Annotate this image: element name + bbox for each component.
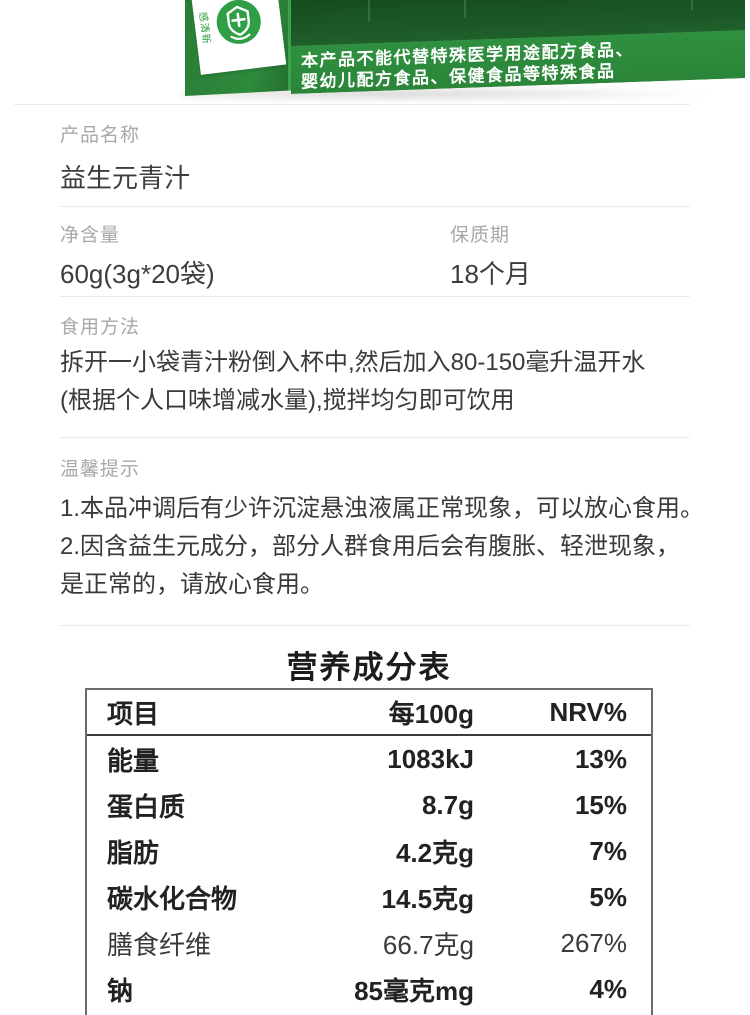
product-box-image: 感清新 本产品不能代替特殊医学用途配方食品、	[180, 0, 745, 102]
table-row: 脂肪 4.2克g 7%	[87, 828, 651, 874]
cell-nrv: 4%	[589, 973, 627, 1004]
box-fold-line	[368, 0, 371, 22]
header-item: 项目	[107, 698, 160, 729]
tips-text-line1: 1.本品冲调后有少许沉淀悬浊液属正常现象，可以放心食用。	[60, 495, 705, 522]
cell-per: 4.2克g	[395, 837, 474, 868]
tips-text-line3: 是正常的，请放心食用。	[60, 571, 324, 598]
nutrition-table: 项目 每100g NRV% 能量 1083kJ 13% 蛋白质 8.7g 15% 脂肪 4.2…	[85, 688, 653, 1015]
nutrition-table-header: 项目 每100g NRV%	[87, 690, 651, 736]
table-row: 膳食纤维 66.7克g 267%	[87, 920, 651, 966]
box-fold-line	[463, 0, 466, 18]
tips-text: 1.本品冲调后有少许沉淀悬浊液属正常现象，可以放心食用。 2.因含益生元成分，部…	[60, 490, 704, 604]
cell-name: 蛋白质	[107, 791, 186, 822]
nutrition-rows: 能量 1083kJ 13% 蛋白质 8.7g 15% 脂肪 4.2克g 7% 碳水化合物 14.5克…	[87, 736, 651, 1012]
table-row: 能量 1083kJ 13%	[87, 736, 651, 782]
box-front-face: 本产品不能代替特殊医学用途配方食品、 婴幼儿配方食品、保健食品等特殊食品	[291, 0, 745, 94]
cell-name: 碳水化合物	[107, 883, 238, 914]
cell-name: 膳食纤维	[107, 929, 212, 960]
box-side-label: 感清新	[189, 0, 287, 75]
usage-text: 拆开一小袋青汁粉倒入杯中,然后加入80-150毫升温开水 (根据个人口味增减水量…	[60, 344, 645, 420]
usage-label: 食用方法	[60, 317, 141, 338]
table-row: 钠 85毫克mg 4%	[87, 966, 651, 1012]
cell-nrv: 13%	[574, 743, 627, 774]
net-content-label: 净含量	[60, 225, 121, 246]
cell-name: 钠	[107, 975, 134, 1006]
usage-text-line2: (根据个人口味增减水量),搅拌均匀即可饮用	[60, 387, 515, 414]
table-row: 碳水化合物 14.5克g 5%	[87, 874, 651, 920]
net-content-value: 60g(3g*20袋)	[60, 259, 215, 289]
cell-per: 66.7克g	[382, 929, 474, 960]
header-per100g: 每100g	[388, 698, 474, 729]
section-divider	[60, 206, 690, 207]
cell-nrv: 5%	[589, 881, 627, 912]
tips-label: 温馨提示	[60, 459, 141, 480]
cell-nrv: 15%	[574, 789, 627, 820]
leaf-plus-icon	[213, 0, 265, 52]
product-name-label: 产品名称	[60, 125, 141, 146]
section-divider	[14, 104, 690, 105]
usage-text-line1: 拆开一小袋青汁粉倒入杯中,然后加入80-150毫升温开水	[60, 349, 646, 376]
shelf-life-value: 18个月	[450, 259, 531, 289]
cell-nrv: 7%	[589, 835, 627, 866]
nutrition-title: 营养成分表	[286, 650, 452, 685]
cell-per: 8.7g	[421, 789, 474, 820]
cell-name: 能量	[107, 745, 160, 776]
shelf-life-label: 保质期	[450, 225, 511, 246]
tips-text-line2: 2.因含益生元成分，部分人群食用后会有腹胀、轻泄现象，	[60, 533, 681, 560]
cell-per: 1083kJ	[387, 743, 474, 774]
section-divider	[60, 296, 690, 297]
section-divider	[60, 625, 690, 626]
cell-per: 14.5克g	[381, 883, 475, 914]
box-fold-line	[690, 0, 693, 11]
cell-nrv: 267%	[560, 927, 628, 958]
header-nrv: NRV%	[549, 696, 627, 727]
product-name-value: 益生元青汁	[60, 163, 191, 193]
product-photo: 感清新 本产品不能代替特殊医学用途配方食品、	[0, 0, 750, 105]
table-row: 蛋白质 8.7g 15%	[87, 782, 651, 828]
cell-name: 脂肪	[107, 837, 160, 868]
section-divider	[60, 437, 690, 438]
cell-per: 85毫克mg	[354, 975, 474, 1006]
